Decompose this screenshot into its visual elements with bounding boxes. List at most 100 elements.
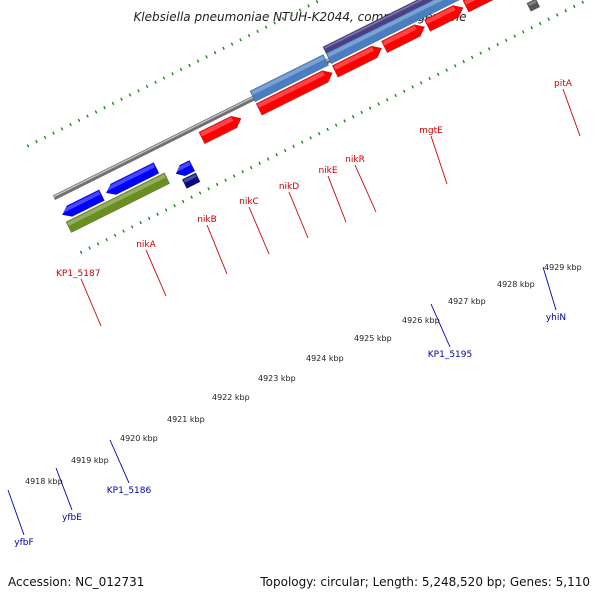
outer-tick [154, 80, 157, 84]
inner-tick [79, 250, 83, 254]
inner-tick [122, 229, 125, 233]
inner-tick [156, 212, 159, 216]
kbp-label: 4924 kbp [306, 354, 344, 363]
inner-tick [360, 110, 363, 115]
leader-nikE [327, 175, 347, 223]
inner-tick [462, 59, 465, 64]
leader-nikR [354, 164, 377, 213]
outer-tick-ring [26, 0, 319, 148]
kbp-label: 4920 kbp [120, 434, 158, 443]
gene-nikD [423, 5, 464, 32]
gene-nikB [331, 45, 383, 78]
inner-tick [521, 30, 525, 34]
outer-tick [52, 131, 55, 135]
gene-label-nikE: nikE [318, 166, 337, 176]
gene-label-KP1_5186: KP1_5186 [107, 486, 152, 496]
inner-tick [232, 174, 236, 178]
gene-KP1_5187 [198, 115, 242, 145]
inner-tick [368, 106, 372, 110]
inner-tick [258, 161, 261, 165]
gene-yfbF [61, 189, 105, 217]
inner-tick [300, 140, 304, 144]
inner-tick [198, 191, 202, 195]
inner-tick [394, 93, 397, 98]
inner-tick [581, 0, 585, 4]
leader-nikA [145, 249, 167, 297]
inner-tick [317, 131, 321, 136]
band-navy-shine [183, 174, 197, 183]
gene-label-yfbF: yfbF [14, 538, 33, 548]
outer-tick [171, 72, 174, 76]
kbp-label: 4927 kbp [448, 297, 486, 306]
kbp-label: 4925 kbp [354, 334, 392, 343]
outer-tick [247, 33, 251, 38]
outer-tick [264, 25, 268, 29]
accession-text: Accession: NC_012731 [8, 575, 145, 589]
outer-tick [290, 12, 293, 17]
inner-tick [173, 204, 176, 208]
outer-tick [120, 97, 123, 101]
leader-KP1_5195 [430, 303, 451, 348]
outer-tick [298, 8, 302, 12]
inner-tick [283, 148, 287, 153]
gene-label-nikB: nikB [197, 215, 217, 225]
kbp-label: 4922 kbp [212, 393, 250, 402]
inner-tick [530, 26, 534, 30]
outer-tick [69, 122, 72, 127]
band-steelblue-b-shine [327, 0, 444, 57]
outer-tick [179, 67, 183, 72]
kbp-label: 4919 kbp [71, 456, 109, 465]
leader-mgtE [430, 135, 448, 185]
gene-nikA [255, 70, 333, 116]
band-purple [322, 0, 434, 54]
outer-tick [35, 139, 38, 144]
leader-yhiN [542, 266, 557, 311]
band-purple-shine [324, 0, 424, 49]
gene-nikB-shine [333, 46, 374, 70]
gene-nikE [462, 0, 494, 13]
band-olive-shine [67, 174, 166, 226]
inner-tick [487, 47, 491, 51]
outer-tick [230, 42, 234, 46]
outer-tick [137, 89, 140, 93]
leader-nikB [206, 224, 228, 275]
inner-tick [215, 182, 219, 187]
outer-tick [188, 63, 191, 67]
outer-tick [103, 106, 106, 110]
band-navy [181, 172, 201, 189]
inner-tick [164, 208, 168, 212]
gene-label-nikR: nikR [345, 155, 365, 165]
outer-tick [222, 46, 225, 50]
inner-tick [402, 89, 406, 93]
outer-tick [281, 17, 285, 21]
leader-nikC [248, 206, 270, 255]
outer-tick [86, 114, 89, 118]
inner-tick [453, 64, 457, 68]
gene-label-KP1_5195: KP1_5195 [428, 350, 472, 360]
inner-tick [479, 51, 482, 55]
inner-tick [445, 68, 448, 72]
gene-label-nikC: nikC [239, 197, 259, 207]
band-darkgray-shine [528, 0, 537, 7]
gene-label-mgtE: mgtE [419, 126, 443, 136]
kbp-label: 4918 kbp [25, 477, 63, 486]
inner-tick [385, 98, 389, 102]
inner-tick [190, 195, 193, 199]
inner-tick [572, 4, 576, 9]
outer-tick [77, 118, 81, 123]
outer-tick [307, 4, 310, 8]
outer-tick [26, 144, 30, 148]
outer-tick [205, 55, 208, 59]
inner-tick [309, 136, 312, 140]
inner-tick [224, 178, 227, 182]
outer-tick [94, 110, 98, 114]
inner-tick [377, 102, 380, 106]
inner-tick [419, 81, 423, 85]
inner-tick [326, 127, 329, 132]
gene-label-yhiN: yhiN [546, 313, 566, 323]
inner-tick [496, 42, 499, 47]
feature-track [61, 0, 541, 234]
inner-tick [436, 72, 440, 76]
leader-yfbF [7, 489, 25, 536]
band-steelblue-a-shine [251, 55, 325, 95]
